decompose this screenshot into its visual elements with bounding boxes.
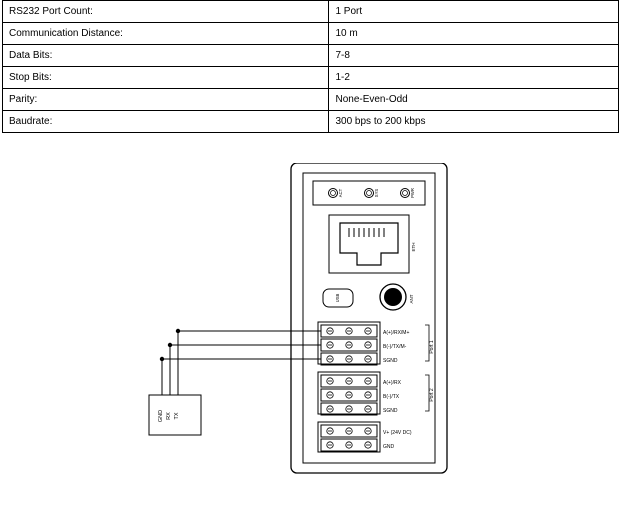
spec-value: 10 m xyxy=(329,23,619,45)
svg-text:SYS: SYS xyxy=(374,189,379,198)
table-row: Stop Bits:1-2 xyxy=(3,67,619,89)
wiring-diagram: ACT SYS PWR ETH USB ANT A(+)/RX/M+ B(-)/TX/M- SG… xyxy=(0,163,622,488)
svg-text:Port 2: Port 2 xyxy=(429,388,435,402)
spec-label: Communication Distance: xyxy=(3,23,329,45)
svg-text:USB: USB xyxy=(335,293,340,302)
spec-value: 7-8 xyxy=(329,45,619,67)
spec-value: 300 bps to 200 kbps xyxy=(329,111,619,133)
svg-text:V+ (24V DC): V+ (24V DC) xyxy=(383,430,412,436)
spec-value: 1 Port xyxy=(329,1,619,23)
spec-value: 1-2 xyxy=(329,67,619,89)
spec-label: Baudrate: xyxy=(3,111,329,133)
svg-text:TX: TX xyxy=(174,412,180,419)
table-row: Baudrate:300 bps to 200 kbps xyxy=(3,111,619,133)
svg-text:PWR: PWR xyxy=(410,188,415,198)
table-row: Communication Distance:10 m xyxy=(3,23,619,45)
svg-text:Port 1: Port 1 xyxy=(429,340,435,354)
svg-text:GND: GND xyxy=(158,410,164,422)
table-row: Parity:None-Even-Odd xyxy=(3,89,619,111)
svg-text:ANT: ANT xyxy=(409,294,414,303)
table-row: Data Bits:7-8 xyxy=(3,45,619,67)
spec-label: Data Bits: xyxy=(3,45,329,67)
svg-text:SGND: SGND xyxy=(383,408,398,414)
svg-text:ACT: ACT xyxy=(338,188,343,197)
spec-label: Stop Bits: xyxy=(3,67,329,89)
svg-text:GND: GND xyxy=(383,444,395,450)
spec-label: Parity: xyxy=(3,89,329,111)
svg-text:SGND: SGND xyxy=(383,358,398,364)
svg-text:RX: RX xyxy=(166,412,172,420)
svg-text:A(+)/RX: A(+)/RX xyxy=(383,380,402,386)
svg-text:B(-)/TX: B(-)/TX xyxy=(383,394,400,400)
spec-label: RS232 Port Count: xyxy=(3,1,329,23)
svg-text:ETH: ETH xyxy=(411,243,416,252)
table-row: RS232 Port Count:1 Port xyxy=(3,1,619,23)
spec-value: None-Even-Odd xyxy=(329,89,619,111)
spec-table: RS232 Port Count:1 PortCommunication Dis… xyxy=(2,0,619,133)
svg-text:A(+)/RX/M+: A(+)/RX/M+ xyxy=(383,330,409,336)
svg-text:B(-)/TX/M-: B(-)/TX/M- xyxy=(383,344,407,350)
